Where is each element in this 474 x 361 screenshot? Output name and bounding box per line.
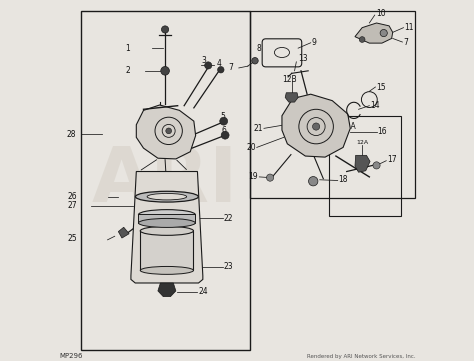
Text: 23: 23 (224, 262, 233, 271)
Text: 16: 16 (377, 127, 387, 136)
Text: 17: 17 (387, 155, 397, 164)
Text: 14: 14 (370, 101, 380, 110)
Text: 7: 7 (403, 38, 408, 47)
Text: 12B: 12B (283, 75, 297, 84)
Circle shape (218, 66, 224, 73)
Text: 2: 2 (126, 66, 130, 75)
Polygon shape (137, 105, 196, 159)
Circle shape (161, 66, 169, 75)
Circle shape (166, 128, 172, 134)
Text: ARI: ARI (92, 144, 238, 217)
Ellipse shape (140, 226, 193, 235)
Text: MP296: MP296 (59, 352, 82, 358)
Ellipse shape (138, 210, 195, 220)
Text: 27: 27 (68, 201, 78, 210)
Text: 1: 1 (126, 44, 130, 53)
Text: 8: 8 (256, 44, 261, 53)
Circle shape (221, 131, 229, 139)
Circle shape (373, 162, 380, 169)
Circle shape (220, 117, 228, 125)
Text: 20: 20 (246, 143, 255, 152)
Text: 3: 3 (201, 56, 206, 65)
Text: 18: 18 (338, 175, 348, 184)
Polygon shape (118, 227, 129, 238)
Text: 26: 26 (68, 192, 78, 201)
Polygon shape (355, 23, 393, 43)
Polygon shape (131, 171, 203, 283)
Circle shape (252, 57, 258, 64)
Text: 9: 9 (311, 38, 316, 47)
Text: 12A: 12A (341, 122, 356, 131)
Bar (81, 12, 250, 349)
Ellipse shape (147, 193, 187, 200)
Polygon shape (282, 94, 350, 157)
Bar (328, 116, 401, 217)
Bar (250, 12, 415, 199)
Circle shape (165, 175, 169, 179)
Text: 21: 21 (254, 124, 263, 133)
Circle shape (309, 177, 318, 186)
Circle shape (359, 37, 365, 42)
Circle shape (312, 123, 319, 130)
Polygon shape (355, 155, 370, 172)
Bar (140, 231, 193, 270)
Text: 7: 7 (228, 64, 233, 73)
Text: 22: 22 (224, 214, 233, 223)
Text: 4: 4 (217, 59, 221, 68)
Text: 28: 28 (66, 130, 76, 139)
Circle shape (380, 30, 387, 37)
Text: 11: 11 (405, 23, 414, 32)
Text: 6: 6 (221, 126, 227, 135)
Circle shape (162, 26, 169, 33)
Polygon shape (158, 283, 176, 297)
Ellipse shape (136, 191, 198, 202)
Text: 24: 24 (199, 287, 208, 296)
Bar (138, 214, 195, 223)
Text: Rendered by ARI Network Services, Inc.: Rendered by ARI Network Services, Inc. (308, 353, 416, 358)
Text: 19: 19 (248, 172, 258, 181)
Text: 25: 25 (68, 234, 78, 243)
Circle shape (205, 62, 212, 69)
Text: 12A: 12A (357, 139, 369, 144)
Ellipse shape (138, 218, 195, 227)
Text: 10: 10 (376, 9, 385, 18)
Circle shape (169, 180, 173, 184)
Ellipse shape (140, 266, 193, 274)
Text: 15: 15 (376, 83, 386, 91)
Circle shape (266, 174, 273, 181)
Text: 5: 5 (220, 112, 225, 121)
Text: 13: 13 (298, 54, 308, 63)
Polygon shape (285, 93, 298, 102)
